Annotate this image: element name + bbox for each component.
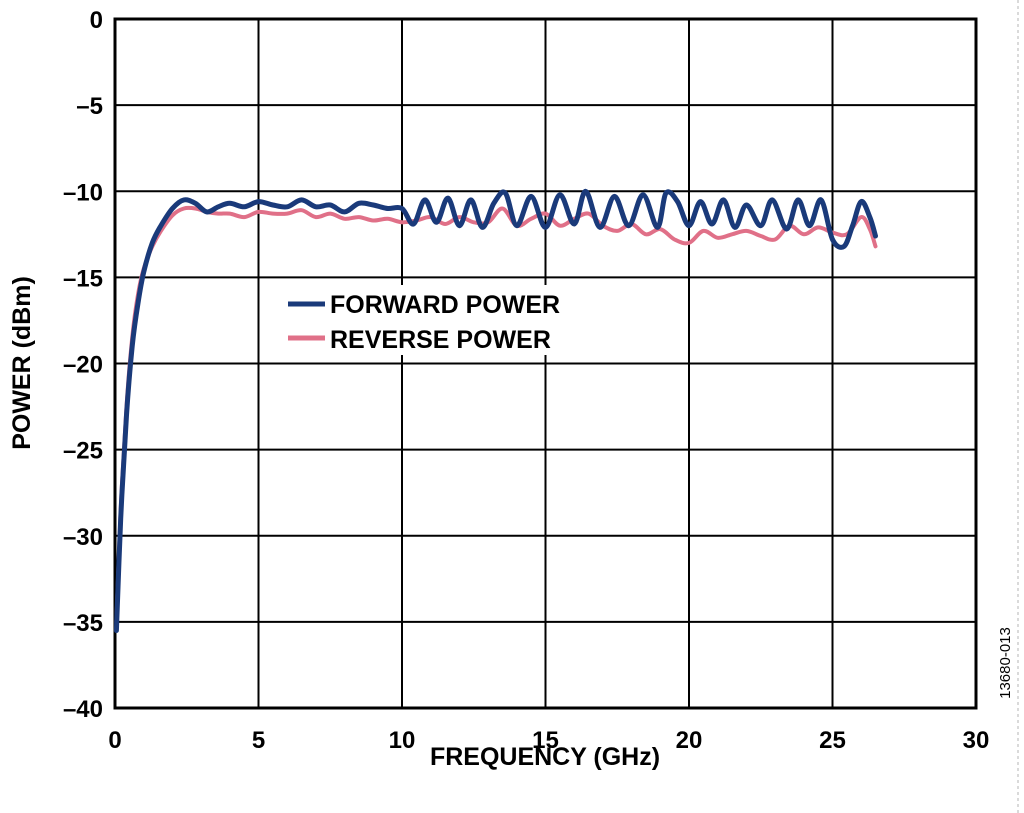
x-tick-label: 5 xyxy=(252,727,265,754)
x-axis-title: FREQUENCY (GHz) xyxy=(430,743,660,771)
x-tick-label: 30 xyxy=(963,727,990,754)
legend-label-reverse-power: REVERSE POWER xyxy=(330,326,551,354)
x-tick-label: 20 xyxy=(676,727,703,754)
series-line-forward-power xyxy=(113,188,878,633)
series-group xyxy=(113,188,878,633)
y-tick-label: –30 xyxy=(63,524,103,551)
x-tick-label: 10 xyxy=(389,727,416,754)
x-tick-label: 15 xyxy=(532,727,559,754)
y-tick-label: –40 xyxy=(63,696,103,723)
plot-grid xyxy=(114,18,977,709)
x-tick-label: 0 xyxy=(108,727,121,754)
y-axis-title: POWER (dBm) xyxy=(8,276,36,450)
y-tick-label: –25 xyxy=(63,438,103,465)
plot-frame xyxy=(113,17,978,710)
y-tick-label: –10 xyxy=(63,179,103,206)
figure-id: 13680-013 xyxy=(997,627,1014,699)
x-tick-label: 25 xyxy=(819,727,846,754)
y-tick-label: –35 xyxy=(63,610,103,637)
series-line-reverse-power xyxy=(114,205,878,624)
y-tick-label: –20 xyxy=(63,352,103,379)
legend-label-forward-power: FORWARD POWER xyxy=(330,291,560,319)
legend-background xyxy=(286,285,596,355)
y-tick-label: 0 xyxy=(90,7,103,34)
legend: FORWARD POWER REVERSE POWER xyxy=(286,285,596,355)
tick-labels: 0 5 10 15 20 25 30 0 –5 –10 –15 –20 –25 –30 –35 –40 xyxy=(63,7,989,754)
y-tick-label: –5 xyxy=(76,93,103,120)
y-tick-label: –15 xyxy=(63,265,103,292)
